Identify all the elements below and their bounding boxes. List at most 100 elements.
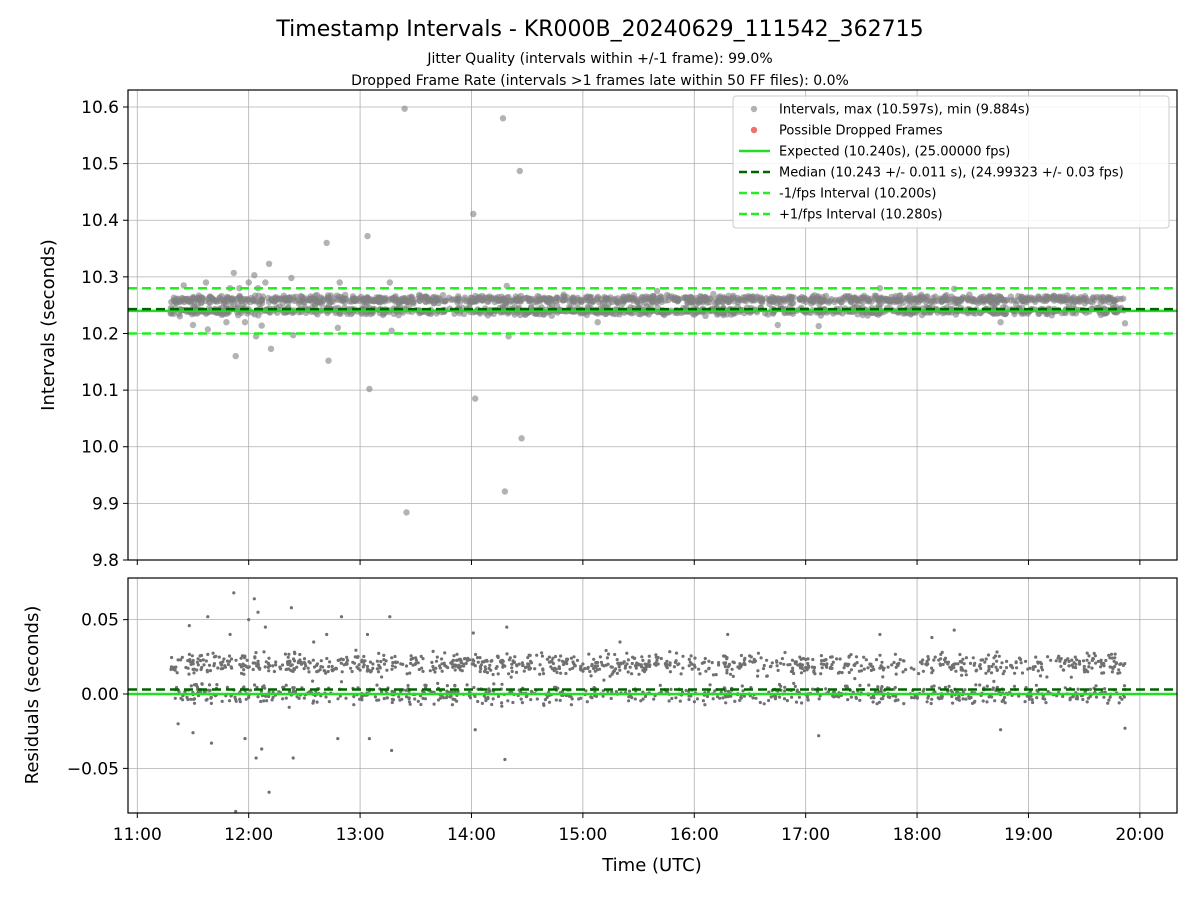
data-point [448,695,452,699]
data-point [769,695,773,699]
data-point [439,297,446,305]
data-point [707,659,711,663]
data-point [413,697,417,701]
data-point [265,699,269,703]
outlier-point [518,435,525,442]
data-point [508,656,512,660]
data-point [1045,675,1049,679]
data-point [756,651,761,655]
data-point [220,663,224,667]
data-point [457,658,461,662]
data-point [926,696,930,700]
data-point [778,695,782,699]
data-point [549,665,553,669]
data-point [382,653,386,658]
data-point [268,295,275,302]
data-point [318,668,322,672]
data-point [569,295,576,303]
data-point [946,662,950,666]
chart-subtitle-dropped: Dropped Frame Rate (intervals >1 frames … [351,73,849,89]
data-point [221,660,225,664]
data-point [563,660,567,664]
data-point [521,663,525,667]
data-point [802,298,809,305]
data-point [473,694,477,699]
data-point [416,699,420,704]
data-point [423,697,427,701]
data-point [336,697,340,701]
data-point [451,697,455,701]
data-point [822,662,826,667]
data-point [237,295,245,302]
data-point [404,298,412,306]
outlier-point [516,167,523,175]
data-point [1081,697,1085,702]
data-point [195,660,199,664]
y-tick-label: 10.6 [81,98,119,118]
data-point [693,656,697,660]
data-point [229,296,236,303]
outlier-point [594,319,601,326]
data-point [284,667,288,672]
data-point [730,667,734,671]
data-point [647,302,654,310]
data-point [1103,687,1107,691]
data-point [217,655,221,659]
data-point [519,697,523,701]
data-point [267,656,271,660]
data-point [605,656,610,660]
outlier-point [230,269,237,277]
legend-label-intervals: Intervals, max (10.597s), min (9.884s) [779,103,1030,118]
data-point [1061,668,1065,672]
data-point [328,660,332,664]
data-point [191,658,195,663]
data-point [820,666,824,670]
data-point [255,664,259,668]
data-point [838,299,845,306]
data-point [668,650,672,654]
data-point [626,670,630,674]
data-point [451,665,455,669]
data-point [1035,696,1039,700]
data-point [230,666,234,670]
data-point [921,658,925,662]
data-point [892,297,900,304]
intervals-x-tick-marks [136,560,1141,565]
data-point [376,670,381,674]
data-point [1094,684,1098,688]
data-point [1036,661,1040,665]
legend-box [732,95,1170,229]
data-point [275,295,283,302]
data-point [443,663,447,668]
data-point [311,701,315,705]
data-point [796,296,804,303]
outlier-point [241,319,249,326]
data-point [377,698,381,702]
data-point [878,666,882,670]
data-point [354,648,358,652]
data-point [216,666,220,670]
y-tick-label: 9.8 [92,551,119,571]
outlier-point [206,615,210,619]
data-point [969,695,973,700]
data-point [385,696,389,700]
data-point [782,662,786,666]
data-point [630,661,634,666]
data-point [599,660,604,664]
data-point [334,296,341,303]
x-tick-label: 18:00 [893,825,942,845]
data-point [851,304,858,311]
data-point [404,688,408,693]
data-point [647,660,651,664]
data-point [471,297,479,304]
data-point [608,298,616,306]
data-point [955,697,959,701]
data-point [768,665,773,669]
data-point [215,683,219,687]
data-point [956,662,960,666]
data-point [725,292,732,299]
outlier-point [312,640,316,644]
outlier-point [390,748,394,753]
data-point [528,667,532,671]
data-point [301,298,308,306]
